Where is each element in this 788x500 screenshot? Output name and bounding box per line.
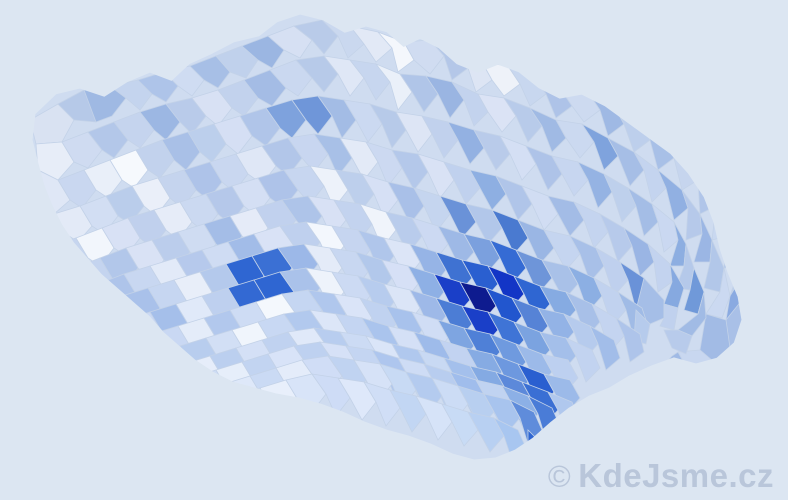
- watermark-text: KdeJsme.cz: [578, 457, 774, 494]
- copyright-icon: ©: [547, 459, 572, 494]
- region-polygons[interactable]: [30, 19, 750, 461]
- map-outline: [27, 9, 747, 465]
- watermark: © KdeJsme.cz: [548, 459, 774, 492]
